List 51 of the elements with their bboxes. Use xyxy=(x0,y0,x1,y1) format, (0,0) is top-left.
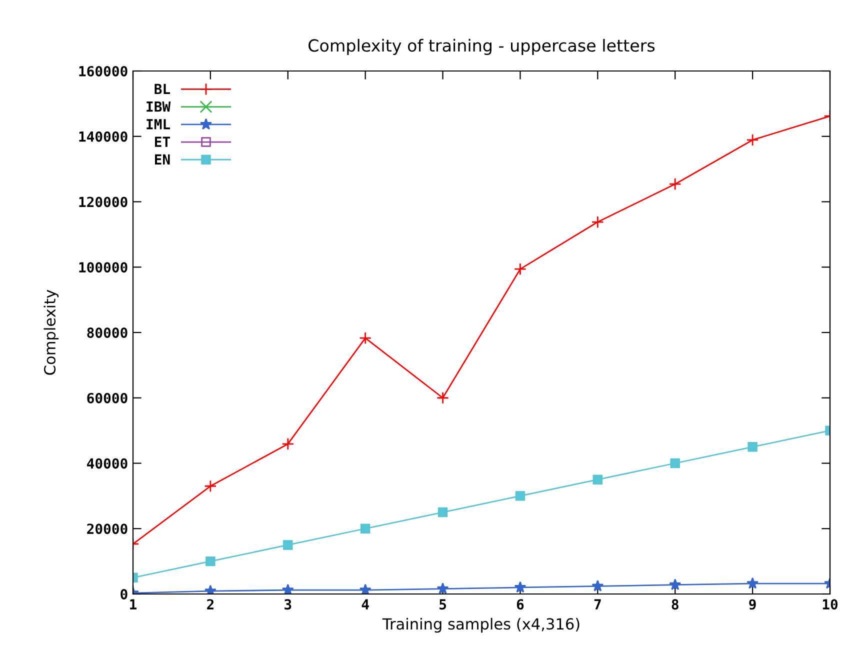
x-tick-label: 6 xyxy=(516,599,524,610)
point xyxy=(592,580,604,592)
y-tick-label: 40000 xyxy=(87,458,128,469)
point xyxy=(668,178,682,190)
point xyxy=(592,474,603,484)
x-tick-label: 8 xyxy=(672,599,678,610)
legend-label: EN xyxy=(155,154,170,164)
point xyxy=(438,507,448,518)
point xyxy=(436,582,449,594)
point xyxy=(359,332,372,344)
x-tick-label: 1 xyxy=(130,599,137,610)
point xyxy=(515,491,526,501)
y-tick-label: 160000 xyxy=(79,66,128,76)
x-tick-label: 4 xyxy=(362,599,369,610)
point xyxy=(359,584,372,594)
y-tick-label: 60000 xyxy=(87,392,128,404)
x-tick-label: 9 xyxy=(749,599,756,610)
point xyxy=(204,584,216,594)
x-tick-label: 2 xyxy=(207,599,214,610)
y-tick-label: 80000 xyxy=(87,327,128,338)
point xyxy=(670,458,680,468)
legend-label: IBW xyxy=(146,102,171,112)
chart-title: Complexity of training - uppercase letters xyxy=(308,38,655,56)
legend-label: ET xyxy=(155,136,170,147)
point xyxy=(748,442,758,452)
point xyxy=(206,556,216,566)
legend-label: IML xyxy=(146,119,170,130)
point xyxy=(514,581,526,593)
point xyxy=(746,577,759,589)
x-tick-label: 3 xyxy=(284,599,292,610)
point xyxy=(514,262,526,276)
point xyxy=(283,540,293,550)
point xyxy=(204,480,217,492)
x-tick-label: 5 xyxy=(440,599,446,610)
y-tick-label: 0 xyxy=(120,588,128,600)
y-tick-label: 120000 xyxy=(79,196,128,208)
point xyxy=(669,578,682,590)
y-tick-label: 20000 xyxy=(87,524,128,534)
point xyxy=(282,438,294,450)
legend-label: BL xyxy=(154,84,170,94)
point xyxy=(746,134,759,146)
x-tick-label: 7 xyxy=(594,599,601,610)
y-tick-label: 140000 xyxy=(79,131,128,142)
point xyxy=(282,584,294,594)
y-tick-label: 100000 xyxy=(79,262,128,273)
x-axis-title: Training samples (x4,316) xyxy=(382,618,580,633)
point xyxy=(591,216,604,228)
point xyxy=(360,524,370,534)
point xyxy=(436,392,450,404)
y-axis-title: Complexity xyxy=(44,290,59,375)
x-tick-label: 10 xyxy=(822,599,838,610)
